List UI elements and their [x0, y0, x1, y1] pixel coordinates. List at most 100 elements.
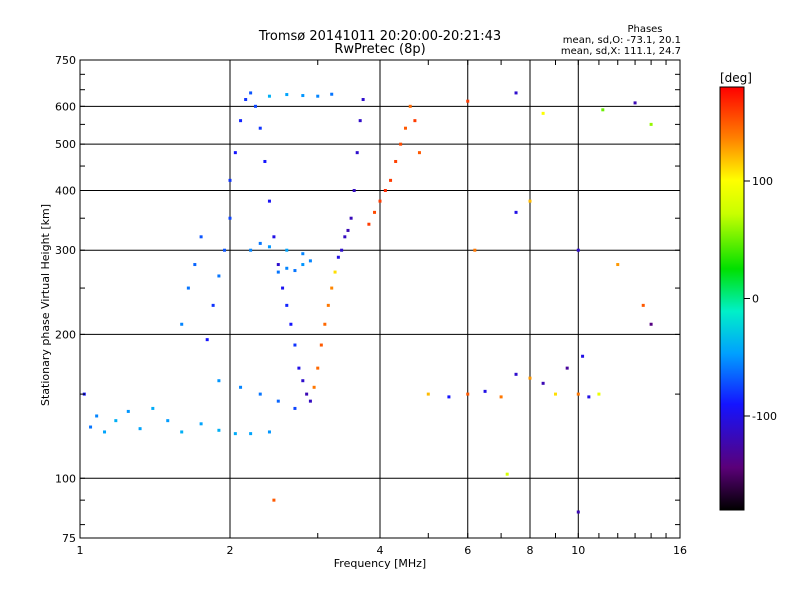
data-point	[285, 303, 289, 307]
data-point	[263, 159, 267, 163]
data-point	[244, 98, 248, 102]
data-point	[576, 248, 580, 252]
data-point	[399, 142, 403, 146]
stats-line-x: mean, sd,X: 111.1, 24.7	[561, 46, 681, 57]
y-tick-label: 300	[55, 244, 76, 257]
data-point	[297, 366, 301, 370]
data-point	[217, 274, 221, 278]
data-point	[276, 399, 280, 403]
data-point	[326, 303, 330, 307]
data-point	[276, 263, 280, 267]
data-point	[276, 270, 280, 274]
data-point	[95, 414, 99, 418]
data-point	[389, 178, 393, 182]
data-point	[267, 94, 271, 98]
data-point	[378, 199, 382, 203]
data-point	[272, 498, 276, 502]
data-point	[514, 210, 518, 214]
stats-line-o: mean, sd,O: -73.1, 20.1	[563, 35, 681, 46]
y-tick-label: 500	[55, 138, 76, 151]
colorbar-label: [deg]	[720, 71, 752, 85]
data-point	[199, 235, 203, 239]
data-point	[553, 392, 557, 396]
data-point	[293, 343, 297, 347]
data-point	[114, 419, 118, 423]
data-point	[367, 222, 371, 226]
data-point	[166, 419, 170, 423]
data-point	[343, 235, 347, 239]
data-point	[417, 151, 421, 155]
data-point	[373, 210, 377, 214]
data-point	[528, 199, 532, 203]
chart-title: Tromsø 20141011 20:20:00-20:21:43	[258, 29, 501, 44]
data-point	[285, 93, 289, 97]
data-point	[403, 126, 407, 130]
data-point	[316, 94, 320, 98]
data-point	[408, 104, 412, 108]
data-point	[217, 379, 221, 383]
data-point	[199, 422, 203, 426]
data-point	[233, 432, 237, 436]
data-point	[249, 432, 253, 436]
data-point	[576, 392, 580, 396]
data-point	[528, 376, 532, 380]
data-point	[483, 389, 487, 393]
data-point	[205, 338, 209, 342]
data-point	[641, 303, 645, 307]
data-points	[82, 91, 653, 514]
data-point	[193, 263, 197, 267]
data-point	[587, 395, 591, 399]
data-point	[316, 366, 320, 370]
data-point	[228, 178, 232, 182]
data-point	[103, 430, 107, 434]
data-point	[186, 286, 190, 290]
data-point	[413, 119, 417, 123]
data-point	[323, 322, 327, 326]
x-tick-label: 2	[227, 544, 234, 557]
data-point	[601, 108, 605, 112]
data-point	[330, 92, 334, 96]
data-point	[383, 188, 387, 192]
colorbar	[719, 86, 745, 511]
x-axis-label: Frequency [MHz]	[334, 557, 426, 570]
data-point	[355, 151, 359, 155]
data-point	[649, 322, 653, 326]
data-point	[239, 385, 243, 389]
x-tick-label: 10	[571, 544, 585, 557]
data-point	[358, 119, 362, 123]
data-point	[228, 216, 232, 220]
data-point	[466, 392, 470, 396]
data-point	[633, 101, 637, 105]
data-point	[581, 354, 585, 358]
y-tick-label: 750	[55, 54, 76, 67]
data-point	[211, 303, 215, 307]
y-tick-label: 200	[55, 328, 76, 341]
data-point	[180, 322, 184, 326]
data-point	[267, 245, 271, 249]
data-point	[233, 151, 237, 155]
data-point	[293, 269, 297, 273]
data-point	[352, 188, 356, 192]
data-point	[514, 372, 518, 376]
colorbar-tick-label: -100	[752, 410, 777, 423]
data-point	[361, 98, 365, 102]
data-point	[308, 259, 312, 263]
data-point	[330, 286, 334, 290]
data-point	[223, 248, 227, 252]
data-point	[597, 392, 601, 396]
data-point	[180, 430, 184, 434]
y-tick-label: 100	[55, 472, 76, 485]
data-point	[272, 235, 276, 239]
data-point	[239, 119, 243, 123]
data-point	[258, 126, 262, 130]
chart-subtitle: RwPretec (8p)	[334, 42, 425, 57]
data-point	[649, 122, 653, 126]
x-tick-label: 8	[527, 544, 534, 557]
data-point	[565, 366, 569, 370]
data-point	[466, 99, 470, 103]
data-point	[541, 111, 545, 115]
data-point	[473, 248, 477, 252]
data-point	[289, 322, 293, 326]
data-point	[505, 472, 509, 476]
